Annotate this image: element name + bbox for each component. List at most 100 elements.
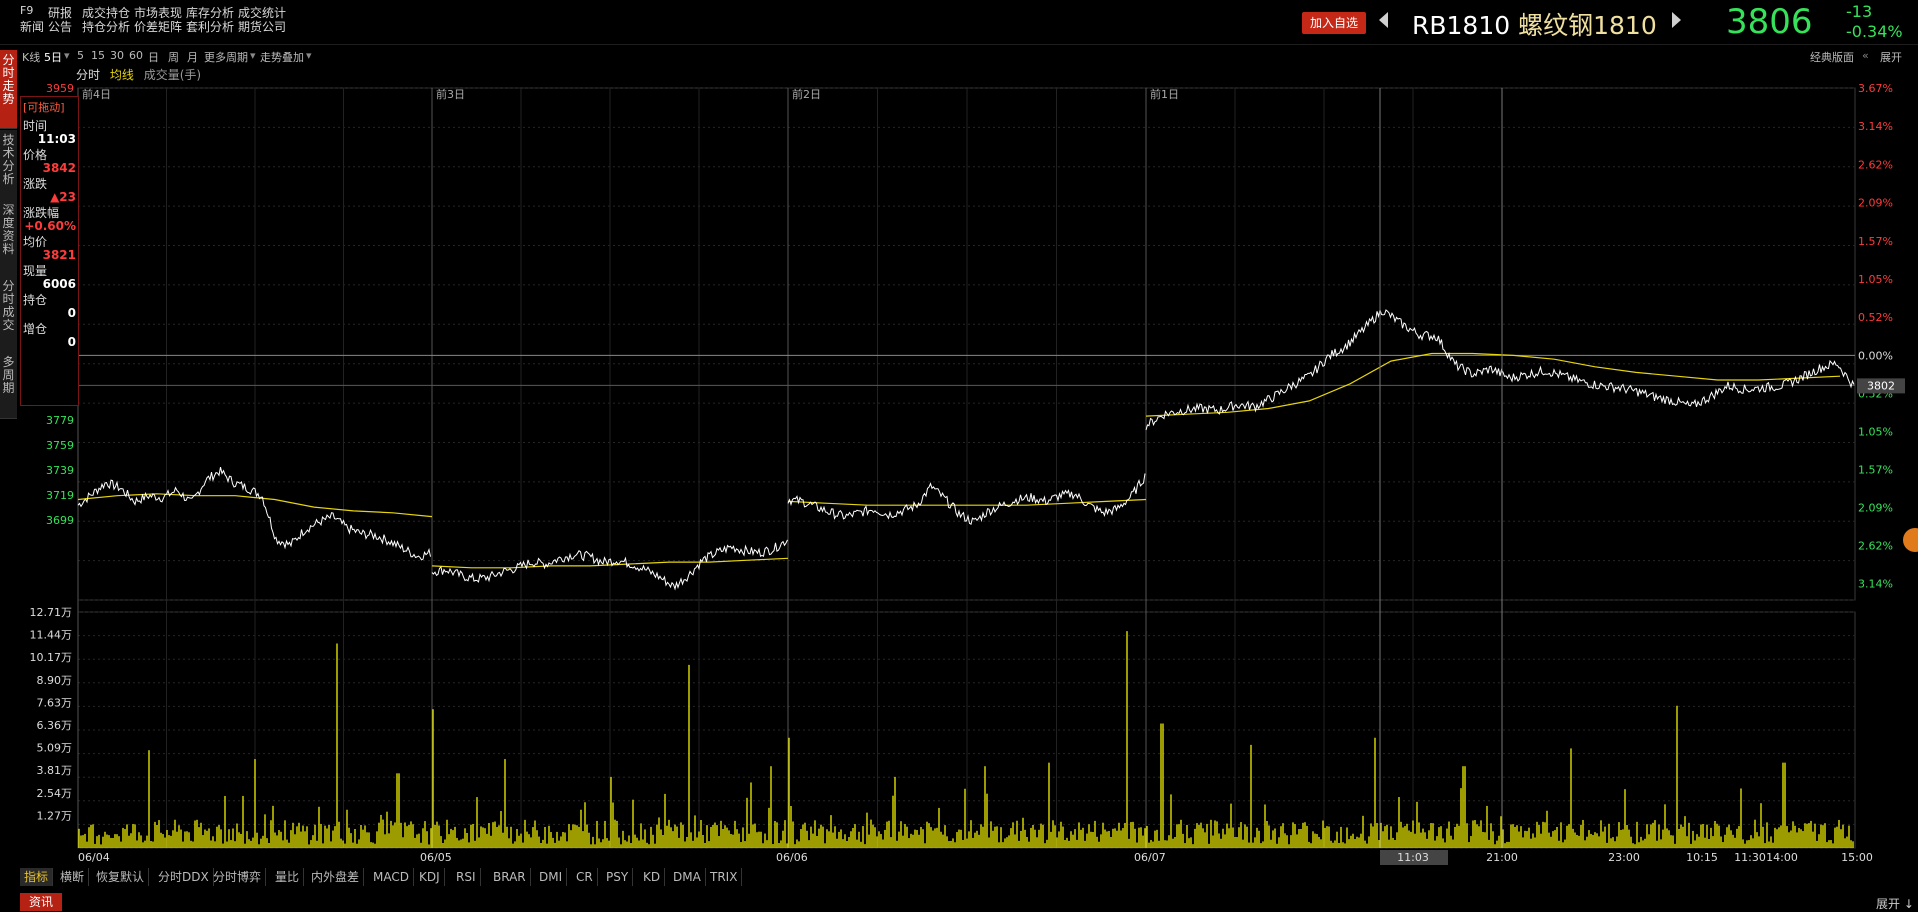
indicator-tab-cr[interactable]: CR bbox=[572, 868, 598, 886]
menu-col-1[interactable]: 研报 bbox=[48, 6, 73, 20]
indicator-tab-横断[interactable]: 横断 bbox=[56, 868, 90, 886]
indicator-tab-分时博弈[interactable]: 分时博弈 bbox=[209, 868, 267, 886]
classic-layout-button[interactable]: 经典版面 bbox=[1810, 51, 1854, 64]
price-lines bbox=[77, 308, 1855, 591]
period-month-button[interactable]: 月 bbox=[187, 51, 198, 64]
indicator-tab-分时ddx[interactable]: 分时DDX bbox=[154, 868, 214, 886]
volume-tick: 2.54万 bbox=[37, 787, 73, 800]
avg-line-day-4 bbox=[1145, 352, 1841, 417]
indicator-tab-内外盘差[interactable]: 内外盘差 bbox=[307, 868, 365, 886]
menu-futures-company[interactable]: 期货公司 bbox=[238, 20, 287, 34]
chevron-down-icon[interactable]: ▾ bbox=[64, 49, 70, 62]
drag-hint: [可拖动] bbox=[23, 101, 65, 114]
volume-tick: 10.17万 bbox=[30, 651, 73, 664]
period-60-button[interactable]: 60 bbox=[129, 49, 143, 62]
period-5-button[interactable]: 5 bbox=[77, 49, 84, 62]
indicator-tab-rsi[interactable]: RSI bbox=[452, 868, 481, 886]
current-price-tag-bg bbox=[1857, 378, 1905, 394]
expand-bottom-button[interactable]: 展开 ↓ bbox=[1876, 897, 1914, 911]
chart-overlay bbox=[1379, 88, 1918, 848]
indicator-tab-kd[interactable]: KD bbox=[639, 868, 666, 886]
period-15-button[interactable]: 15 bbox=[91, 49, 105, 62]
menu-announce[interactable]: 公告 bbox=[48, 20, 73, 34]
menu-trade-stats[interactable]: 成交统计 bbox=[238, 6, 287, 20]
double-chevron-icon[interactable]: « bbox=[1862, 49, 1869, 62]
time-label: 11:30 bbox=[1734, 851, 1766, 864]
crosshair-time-bg bbox=[1380, 850, 1448, 865]
pct-tick-zero: 0.00% bbox=[1858, 349, 1893, 362]
period-week-button[interactable]: 周 bbox=[168, 51, 179, 64]
pct-tick-down: 2.62% bbox=[1858, 539, 1893, 552]
crosshair-info-panel[interactable]: [可拖动] 时间 11:03 价格 3842 涨跌 ▲23 涨跌幅 +0.60% 均价 3821 现… bbox=[20, 96, 79, 406]
menu-volume-position[interactable]: 成交持仓 bbox=[82, 6, 131, 20]
menu-inventory[interactable]: 库存分析 bbox=[186, 6, 235, 20]
time-label: 11:03 bbox=[1397, 851, 1429, 864]
chart-grid bbox=[77, 87, 1856, 849]
period-day-button[interactable]: 日 bbox=[148, 51, 159, 64]
news-tab[interactable]: 资讯 bbox=[20, 893, 62, 911]
next-symbol-icon[interactable] bbox=[1672, 12, 1681, 28]
price-tick: 3759 bbox=[46, 439, 74, 452]
time-label: 15:00 bbox=[1841, 851, 1873, 864]
pct-tick-up: 2.62% bbox=[1858, 158, 1893, 171]
tab-avg-line[interactable]: 均线 bbox=[109, 68, 134, 82]
volume-tick: 5.09万 bbox=[37, 742, 73, 755]
day-label: 前1日 bbox=[1150, 87, 1179, 101]
kline-button[interactable]: K线 bbox=[22, 51, 41, 64]
indicator-tab-kdj[interactable]: KDJ bbox=[415, 868, 445, 886]
info-label-1: 价格 bbox=[23, 148, 48, 162]
indicator-tab-指标[interactable]: 指标 bbox=[20, 868, 54, 886]
indicator-tab-量比[interactable]: 量比 bbox=[271, 868, 305, 886]
tab-volume[interactable]: 成交量(手) bbox=[143, 68, 202, 82]
menu-spread-matrix[interactable]: 价差矩阵 bbox=[134, 20, 183, 34]
indicator-tab-trix[interactable]: TRIX bbox=[706, 868, 743, 886]
sidebar-tab-trades[interactable]: 分时成交 bbox=[0, 276, 17, 353]
time-label: 10:15 bbox=[1686, 851, 1718, 864]
avg-line-day-2 bbox=[431, 557, 789, 569]
tab-fenshi[interactable]: 分时 bbox=[76, 68, 101, 82]
pct-tick-down: 1.57% bbox=[1858, 463, 1893, 476]
period-30-button[interactable]: 30 bbox=[110, 49, 124, 62]
more-periods-select[interactable]: 更多周期 bbox=[204, 51, 248, 64]
date-label: 06/06 bbox=[776, 851, 808, 864]
info-label-5: 现量 bbox=[23, 264, 48, 278]
menu-market-performance[interactable]: 市场表现 bbox=[134, 6, 183, 20]
expand-button[interactable]: 展开 bbox=[1880, 51, 1902, 64]
info-value-5: 6006 bbox=[42, 277, 76, 291]
sidebar-tab-intraday[interactable]: 分时走势 bbox=[0, 50, 17, 129]
trend-overlay-select[interactable]: 走势叠加 bbox=[260, 51, 304, 64]
info-value-2: ▲23 bbox=[50, 190, 76, 204]
indicator-tab-psy[interactable]: PSY bbox=[602, 868, 634, 886]
info-value-6: 0 bbox=[67, 306, 76, 320]
chevron-down-icon[interactable]: ▾ bbox=[250, 49, 256, 62]
menu-arbitrage[interactable]: 套利分析 bbox=[186, 20, 235, 34]
indicator-tab-dmi[interactable]: DMI bbox=[535, 868, 568, 886]
avg-line-day-1 bbox=[77, 493, 433, 518]
pct-tick-down: 1.05% bbox=[1858, 425, 1893, 438]
sidebar-tab-depth[interactable]: 深度资料 bbox=[0, 200, 17, 277]
price-tick: 3959 bbox=[46, 82, 74, 95]
pct-tick-down: 3.14% bbox=[1858, 577, 1893, 590]
chevron-down-icon[interactable]: ▾ bbox=[306, 49, 312, 62]
volume-tick: 12.71万 bbox=[30, 606, 73, 619]
indicator-tab-恢复默认[interactable]: 恢复默认 bbox=[92, 868, 150, 886]
sidebar-tab-technical[interactable]: 技术分析 bbox=[0, 130, 17, 201]
price-line-day-4 bbox=[1145, 308, 1855, 431]
indicator-tab-dma[interactable]: DMA bbox=[669, 868, 706, 886]
prev-symbol-icon[interactable] bbox=[1379, 12, 1388, 28]
indicator-tab-macd[interactable]: MACD bbox=[369, 868, 414, 886]
menu-position-analysis[interactable]: 持仓分析 bbox=[82, 20, 131, 34]
volume-tick: 11.44万 bbox=[30, 629, 73, 642]
price-tick: 3739 bbox=[46, 464, 74, 477]
menu-news[interactable]: 新闻 bbox=[20, 20, 45, 34]
five-day-select[interactable]: 5日 bbox=[44, 51, 62, 64]
top-header: F9 新闻 研报 公告 成交持仓 持仓分析 市场表现 价差矩阵 库存分析 套利分… bbox=[0, 0, 1918, 45]
time-label: 14:00 bbox=[1766, 851, 1798, 864]
sidebar-tab-multi-period[interactable]: 多周期 bbox=[0, 352, 17, 419]
price-change-pct: -0.34% bbox=[1846, 22, 1903, 41]
indicator-tab-brar[interactable]: BRAR bbox=[489, 868, 531, 886]
symbol-code: RB1810 bbox=[1412, 11, 1511, 40]
side-handle-icon bbox=[1903, 528, 1918, 552]
add-watchlist-button[interactable]: 加入自选 bbox=[1302, 12, 1366, 34]
